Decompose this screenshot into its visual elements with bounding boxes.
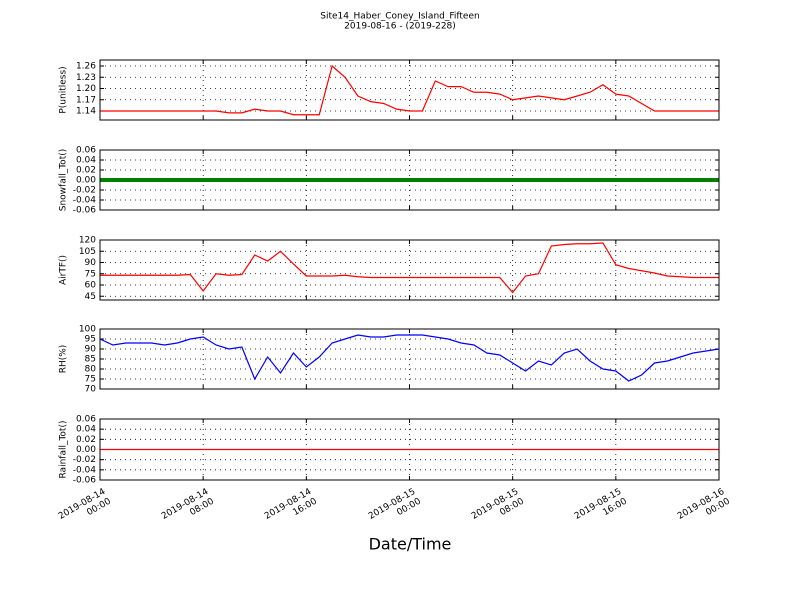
data-line [100,64,719,116]
y-axis-title: P(unitless) [59,66,69,113]
y-tick-label: 0.04 [76,425,96,435]
y-tick-label: 0.00 [76,176,96,186]
y-tick-label: -0.02 [73,186,96,196]
y-tick-label: 85 [85,355,96,365]
y-tick-label: 0.00 [76,445,96,455]
y-tick-label: 75 [85,375,96,385]
y-axis-title: RH(%) [59,345,69,374]
chart-subtitle: 2019-08-16 - (2019-228) [344,22,456,32]
y-tick-label: 1.17 [76,95,96,105]
y-tick-label: 90 [85,258,97,268]
y-axis-title: Rainfall_Tot() [59,421,69,479]
y-tick-label: -0.04 [73,465,97,475]
y-tick-label: 105 [79,247,96,257]
y-tick-label: -0.02 [73,455,96,465]
y-tick-label: 0.02 [76,435,96,445]
x-axis-title: Date/Time [369,535,452,554]
y-tick-label: 0.02 [76,166,96,176]
plot-frame [99,149,720,211]
y-tick-label: 70 [85,385,97,395]
y-tick-label: 0.06 [76,415,96,425]
y-tick-label: 1.23 [76,73,96,83]
y-tick-label: -0.06 [73,476,97,486]
y-tick-label: 45 [85,292,96,302]
y-tick-label: -0.04 [73,196,97,206]
y-tick-label: 60 [85,281,97,291]
y-tick-label: 0.06 [76,146,96,156]
chart-title: Site14_Haber_Coney_Island_Fifteen [320,12,479,22]
y-tick-label: 75 [85,269,96,279]
y-tick-label: 120 [79,236,96,246]
data-line [99,334,720,382]
plot-frame [99,418,720,481]
data-line [100,242,719,294]
y-tick-label: 95 [85,335,96,345]
y-tick-label: -0.06 [73,206,97,216]
y-axis-title: AirTF() [59,255,69,285]
plot-frame [99,239,720,301]
y-tick-label: 1.20 [76,84,96,94]
y-tick-label: 80 [85,365,97,375]
y-tick-label: 1.26 [76,62,96,72]
y-axis-title: Snowfall_Tot() [59,149,69,212]
plot-frame [99,328,720,390]
plot-frame [99,59,720,121]
y-tick-label: 90 [85,345,97,355]
y-tick-label: 1.14 [76,107,96,117]
y-tick-label: 0.04 [76,156,96,166]
y-tick-label: 100 [79,325,96,335]
